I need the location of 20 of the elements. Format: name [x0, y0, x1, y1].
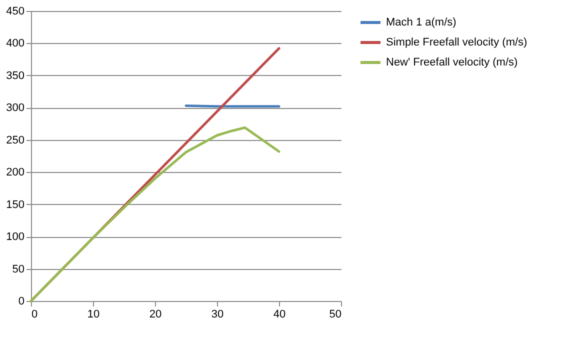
y-tick-label: 250 [6, 134, 24, 146]
x-tick-label: 40 [273, 308, 286, 320]
y-tick-label: 400 [6, 38, 24, 50]
x-tick-label: 10 [87, 308, 100, 320]
x-tick-label: 20 [149, 308, 162, 320]
x-tick-label: 30 [211, 308, 224, 320]
y-tick-label: 0 [18, 296, 24, 308]
legend-label: Simple Freefall velocity (m/s) [386, 36, 528, 48]
y-tick-label: 350 [6, 70, 24, 82]
y-tick-label: 300 [6, 102, 24, 114]
x-tick-label: 0 [32, 308, 38, 320]
y-tick-label: 150 [6, 198, 24, 211]
y-tick-label: 100 [6, 231, 24, 244]
x-tick-label: 50 [329, 308, 342, 320]
y-tick-label: 450 [6, 6, 24, 18]
y-tick-label: 200 [6, 166, 24, 179]
y-tick-label: 50 [12, 263, 24, 276]
legend-label: New' Freefall velocity (m/s) [386, 56, 518, 68]
line-series [30, 126, 280, 302]
legend-label: Mach 1 a(m/s) [386, 16, 456, 28]
